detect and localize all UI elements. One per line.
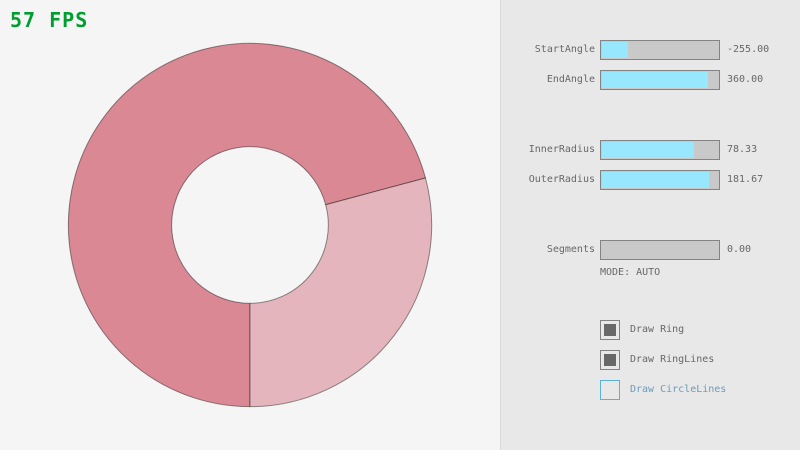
slider-row-segments: Segments 0.00: [501, 240, 800, 260]
endangle-value: 360.00: [727, 74, 764, 85]
slider-row-endangle: EndAngle 360.00: [501, 70, 800, 90]
draw-ringlines-checkbox-check: [604, 354, 616, 366]
outerradius-slider-fill: [602, 172, 710, 188]
ring-chart: [67, 42, 433, 408]
slider-row-outerradius: OuterRadius 181.67: [501, 170, 800, 190]
innerradius-value: 78.33: [727, 144, 758, 155]
endangle-label: EndAngle: [546, 74, 595, 85]
startangle-slider[interactable]: [600, 40, 720, 60]
draw-ringlines-checkbox[interactable]: [600, 350, 620, 370]
endangle-slider-fill: [602, 72, 709, 88]
innerradius-slider[interactable]: [600, 140, 720, 160]
endangle-slider[interactable]: [600, 70, 720, 90]
draw-ring-checkbox-check: [604, 324, 616, 336]
innerradius-label: InnerRadius: [528, 144, 595, 155]
segments-mode-label: MODE: AUTO: [600, 267, 661, 278]
slider-row-innerradius: InnerRadius 78.33: [501, 140, 800, 160]
startangle-label: StartAngle: [534, 44, 595, 55]
slider-row-startangle: StartAngle -255.00: [501, 40, 800, 60]
innerradius-slider-fill: [602, 142, 695, 158]
outerradius-slider[interactable]: [600, 170, 720, 190]
segments-label: Segments: [546, 244, 595, 255]
ring-segment-single: [249, 177, 433, 408]
side-panel: StartAngle -255.00 EndAngle 360.00 Inner…: [500, 0, 800, 450]
checkbox-row-draw-circlelines: Draw CircleLines: [600, 380, 800, 400]
checkbox-row-draw-ring: Draw Ring: [600, 320, 800, 340]
draw-ringlines-label: Draw RingLines: [630, 354, 715, 365]
outerradius-label: OuterRadius: [528, 174, 595, 185]
draw-ring-label: Draw Ring: [630, 324, 685, 335]
draw-circlelines-label: Draw CircleLines: [630, 384, 727, 395]
draw-ring-checkbox[interactable]: [600, 320, 620, 340]
ring-segment-overlap: [67, 42, 427, 408]
checkbox-row-draw-ringlines: Draw RingLines: [600, 350, 800, 370]
startangle-value: -255.00: [727, 44, 770, 55]
outerradius-value: 181.67: [727, 174, 764, 185]
segments-value: 0.00: [727, 244, 752, 255]
draw-circlelines-checkbox[interactable]: [600, 380, 620, 400]
startangle-slider-fill: [602, 42, 628, 58]
segments-slider[interactable]: [600, 240, 720, 260]
fps-counter: 57 FPS: [10, 8, 89, 32]
